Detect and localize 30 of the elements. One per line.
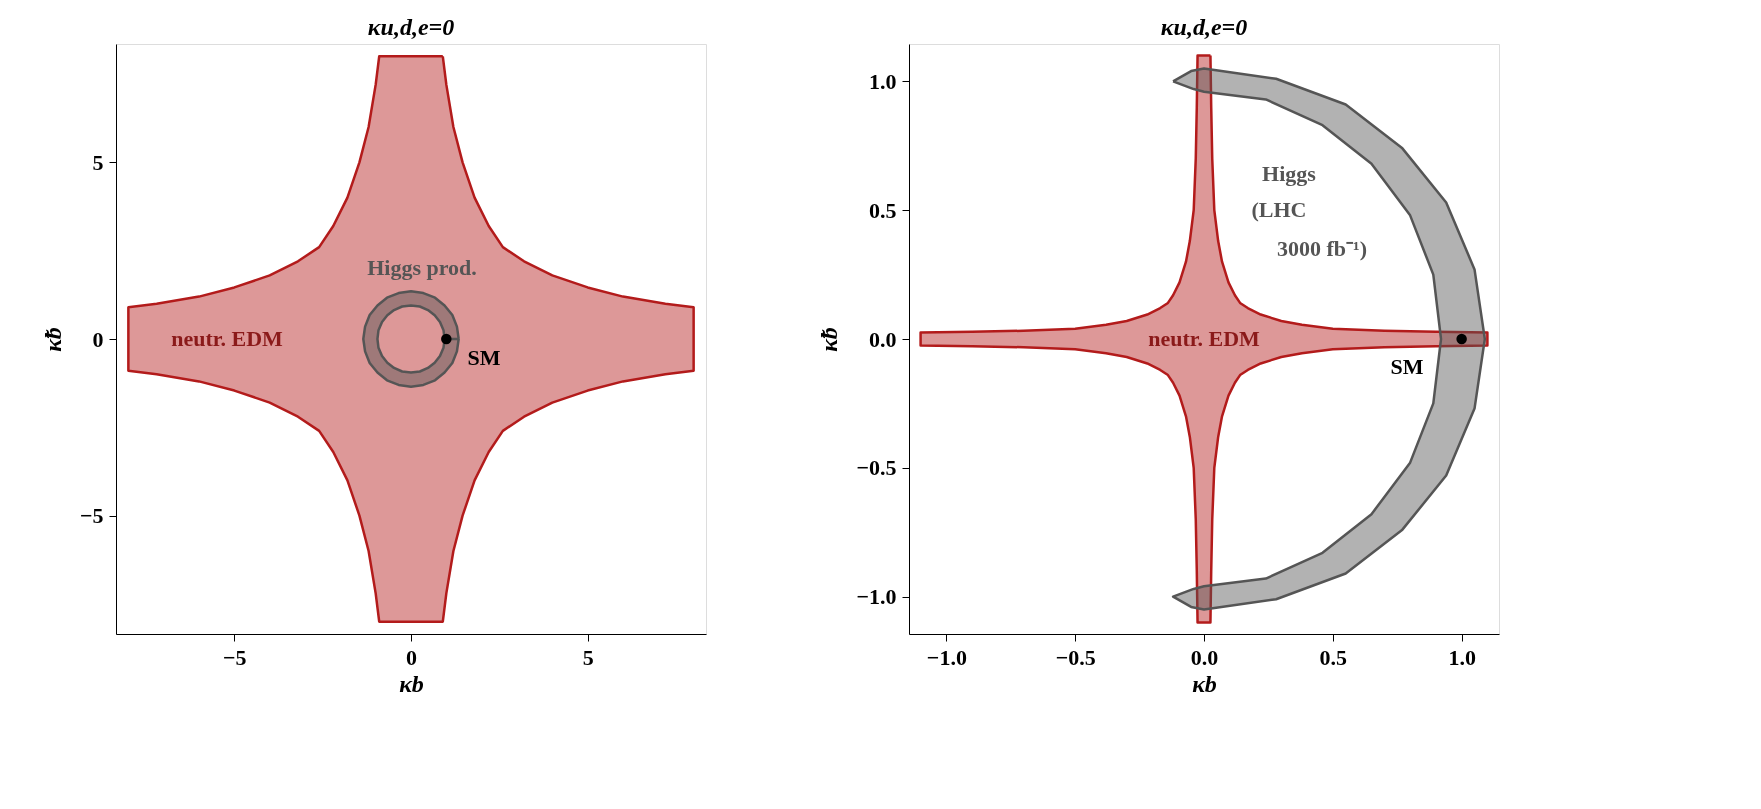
x-tick-label: 1.0 xyxy=(1448,644,1476,670)
chart-title: κu,d,e=0 xyxy=(1160,14,1248,40)
annotation: (LHC xyxy=(1251,197,1307,222)
annotation: neutr. EDM xyxy=(171,326,284,351)
y-axis-title: κ̃b xyxy=(816,327,843,352)
annotation: Higgs prod. xyxy=(367,255,477,280)
x-axis-title: κb xyxy=(399,670,424,697)
annotation: Higgs xyxy=(1262,161,1317,186)
x-tick-label: 0 xyxy=(406,644,417,670)
y-tick-label: 0.0 xyxy=(869,326,897,352)
y-tick-label: 0 xyxy=(92,326,104,352)
x-tick-label: 0.5 xyxy=(1319,644,1348,670)
x-tick-label: −0.5 xyxy=(1055,644,1096,670)
x-tick-label: −5 xyxy=(223,644,247,670)
annotation: 3000 fb⁻¹) xyxy=(1277,236,1367,261)
annotation: SM xyxy=(1390,354,1424,379)
x-tick-label: 0.0 xyxy=(1190,644,1219,670)
x-axis-title: κb xyxy=(1192,670,1217,697)
annotation: neutr. EDM xyxy=(1148,326,1261,351)
y-tick-label: 5 xyxy=(92,149,104,175)
chart-title: κu,d,e=0 xyxy=(367,14,455,40)
y-tick-label: −0.5 xyxy=(856,455,897,481)
y-tick-label: 1.0 xyxy=(869,68,897,94)
y-tick-label: −5 xyxy=(79,503,104,529)
annotation: SM xyxy=(467,345,501,370)
x-tick-label: −1.0 xyxy=(926,644,967,670)
y-tick-label: −1.0 xyxy=(856,584,897,610)
y-tick-label: 0.5 xyxy=(869,197,897,223)
x-tick-label: 5 xyxy=(582,644,594,670)
y-axis-title: κ̃b xyxy=(39,327,66,352)
